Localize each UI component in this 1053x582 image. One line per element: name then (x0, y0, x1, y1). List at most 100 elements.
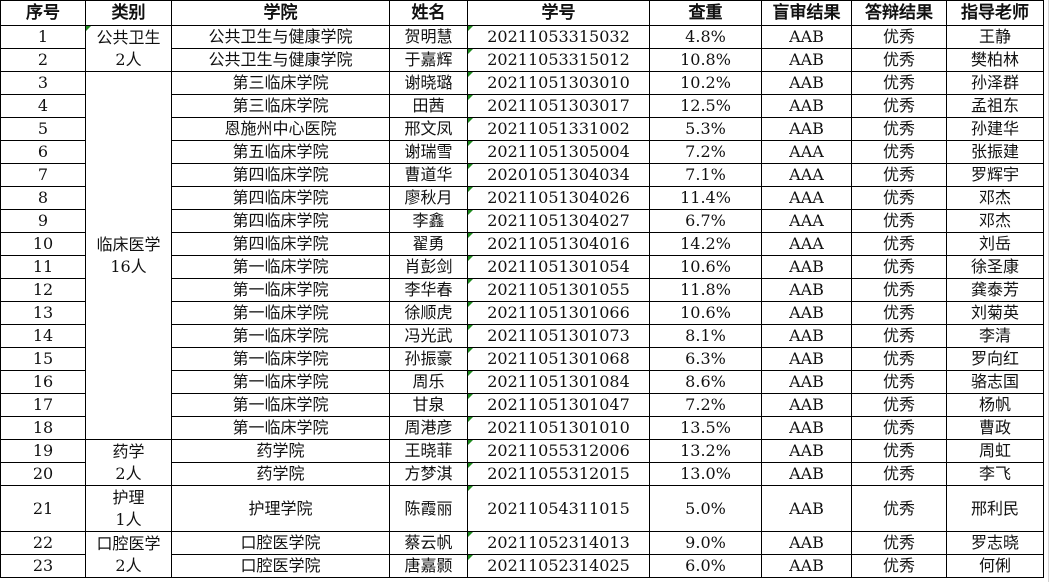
category-cell[interactable]: 公共卫生 2人 (85, 25, 172, 72)
blind-review-cell[interactable]: AAB (761, 416, 852, 440)
defense-result-cell[interactable]: 优秀 (851, 485, 947, 532)
header-defense-result[interactable]: 答辩结果 (851, 0, 947, 26)
index-cell[interactable]: 1 (0, 25, 86, 49)
student-id-cell[interactable]: 20201051304034 (467, 163, 650, 187)
name-cell[interactable]: 孙振豪 (389, 347, 468, 371)
header-index[interactable]: 序号 (0, 0, 86, 26)
name-cell[interactable]: 贺明慧 (389, 25, 468, 49)
similarity-cell[interactable]: 8.6% (649, 370, 762, 394)
similarity-cell[interactable]: 6.7% (649, 209, 762, 233)
student-id-cell[interactable]: 20211051301054 (467, 255, 650, 279)
student-id-cell[interactable]: 20211055312015 (467, 462, 650, 486)
similarity-cell[interactable]: 9.0% (649, 531, 762, 555)
student-id-cell[interactable]: 20211052314013 (467, 531, 650, 555)
similarity-cell[interactable]: 6.0% (649, 554, 762, 578)
index-cell[interactable]: 18 (0, 416, 86, 440)
defense-result-cell[interactable]: 优秀 (851, 71, 947, 95)
advisor-cell[interactable]: 龚泰芳 (946, 278, 1044, 302)
college-cell[interactable]: 第一临床学院 (171, 255, 390, 279)
category-cell[interactable]: 临床医学 16人 (85, 71, 172, 440)
blind-review-cell[interactable]: AAB (761, 324, 852, 348)
name-cell[interactable]: 曹道华 (389, 163, 468, 187)
advisor-cell[interactable]: 骆志国 (946, 370, 1044, 394)
student-id-cell[interactable]: 20211052314025 (467, 554, 650, 578)
similarity-cell[interactable]: 10.8% (649, 48, 762, 72)
advisor-cell[interactable]: 李清 (946, 324, 1044, 348)
defense-result-cell[interactable]: 优秀 (851, 117, 947, 141)
blind-review-cell[interactable]: AAB (761, 278, 852, 302)
advisor-cell[interactable]: 何俐 (946, 554, 1044, 578)
similarity-cell[interactable]: 12.5% (649, 94, 762, 118)
name-cell[interactable]: 田茜 (389, 94, 468, 118)
student-id-cell[interactable]: 20211051304016 (467, 232, 650, 256)
name-cell[interactable]: 陈霞丽 (389, 485, 468, 532)
student-id-cell[interactable]: 20211051305004 (467, 140, 650, 164)
index-cell[interactable]: 3 (0, 71, 86, 95)
name-cell[interactable]: 廖秋月 (389, 186, 468, 210)
advisor-cell[interactable]: 邓杰 (946, 186, 1044, 210)
student-id-cell[interactable]: 20211051301066 (467, 301, 650, 325)
similarity-cell[interactable]: 8.1% (649, 324, 762, 348)
defense-result-cell[interactable]: 优秀 (851, 439, 947, 463)
index-cell[interactable]: 14 (0, 324, 86, 348)
blind-review-cell[interactable]: AAA (761, 163, 852, 187)
index-cell[interactable]: 9 (0, 209, 86, 233)
index-cell[interactable]: 2 (0, 48, 86, 72)
similarity-cell[interactable]: 6.3% (649, 347, 762, 371)
defense-result-cell[interactable]: 优秀 (851, 462, 947, 486)
college-cell[interactable]: 第一临床学院 (171, 416, 390, 440)
advisor-cell[interactable]: 曹政 (946, 416, 1044, 440)
college-cell[interactable]: 第一临床学院 (171, 347, 390, 371)
blind-review-cell[interactable]: AAB (761, 347, 852, 371)
similarity-cell[interactable]: 7.2% (649, 393, 762, 417)
defense-result-cell[interactable]: 优秀 (851, 94, 947, 118)
college-cell[interactable]: 口腔医学院 (171, 531, 390, 555)
name-cell[interactable]: 甘泉 (389, 393, 468, 417)
blind-review-cell[interactable]: AAB (761, 48, 852, 72)
advisor-cell[interactable]: 徐圣康 (946, 255, 1044, 279)
college-cell[interactable]: 第四临床学院 (171, 186, 390, 210)
student-id-cell[interactable]: 20211051331002 (467, 117, 650, 141)
blind-review-cell[interactable]: AAA (761, 140, 852, 164)
advisor-cell[interactable]: 刘岳 (946, 232, 1044, 256)
college-cell[interactable]: 第四临床学院 (171, 232, 390, 256)
defense-result-cell[interactable]: 优秀 (851, 186, 947, 210)
student-id-cell[interactable]: 20211051301010 (467, 416, 650, 440)
college-cell[interactable]: 公共卫生与健康学院 (171, 25, 390, 49)
college-cell[interactable]: 口腔医学院 (171, 554, 390, 578)
defense-result-cell[interactable]: 优秀 (851, 531, 947, 555)
similarity-cell[interactable]: 10.6% (649, 301, 762, 325)
defense-result-cell[interactable]: 优秀 (851, 163, 947, 187)
index-cell[interactable]: 10 (0, 232, 86, 256)
name-cell[interactable]: 方梦淇 (389, 462, 468, 486)
college-cell[interactable]: 第四临床学院 (171, 163, 390, 187)
defense-result-cell[interactable]: 优秀 (851, 209, 947, 233)
name-cell[interactable]: 李鑫 (389, 209, 468, 233)
category-cell[interactable]: 口腔医学 2人 (85, 531, 172, 578)
student-id-cell[interactable]: 20211054311015 (467, 485, 650, 532)
header-similarity[interactable]: 查重 (649, 0, 762, 26)
similarity-cell[interactable]: 10.2% (649, 71, 762, 95)
college-cell[interactable]: 护理学院 (171, 485, 390, 532)
name-cell[interactable]: 周港彦 (389, 416, 468, 440)
blind-review-cell[interactable]: AAB (761, 117, 852, 141)
student-id-cell[interactable]: 20211051301055 (467, 278, 650, 302)
similarity-cell[interactable]: 13.5% (649, 416, 762, 440)
name-cell[interactable]: 谢瑞雪 (389, 140, 468, 164)
college-cell[interactable]: 药学院 (171, 462, 390, 486)
name-cell[interactable]: 翟勇 (389, 232, 468, 256)
blind-review-cell[interactable]: AAB (761, 439, 852, 463)
advisor-cell[interactable]: 罗辉宇 (946, 163, 1044, 187)
college-cell[interactable]: 恩施州中心医院 (171, 117, 390, 141)
student-id-cell[interactable]: 20211051301047 (467, 393, 650, 417)
header-college[interactable]: 学院 (171, 0, 390, 26)
defense-result-cell[interactable]: 优秀 (851, 301, 947, 325)
defense-result-cell[interactable]: 优秀 (851, 232, 947, 256)
blind-review-cell[interactable]: AAB (761, 94, 852, 118)
index-cell[interactable]: 12 (0, 278, 86, 302)
student-id-cell[interactable]: 20211051301073 (467, 324, 650, 348)
similarity-cell[interactable]: 11.8% (649, 278, 762, 302)
defense-result-cell[interactable]: 优秀 (851, 278, 947, 302)
advisor-cell[interactable]: 罗向红 (946, 347, 1044, 371)
defense-result-cell[interactable]: 优秀 (851, 416, 947, 440)
